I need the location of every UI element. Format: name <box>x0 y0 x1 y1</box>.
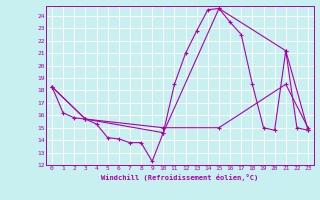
X-axis label: Windchill (Refroidissement éolien,°C): Windchill (Refroidissement éolien,°C) <box>101 174 259 181</box>
